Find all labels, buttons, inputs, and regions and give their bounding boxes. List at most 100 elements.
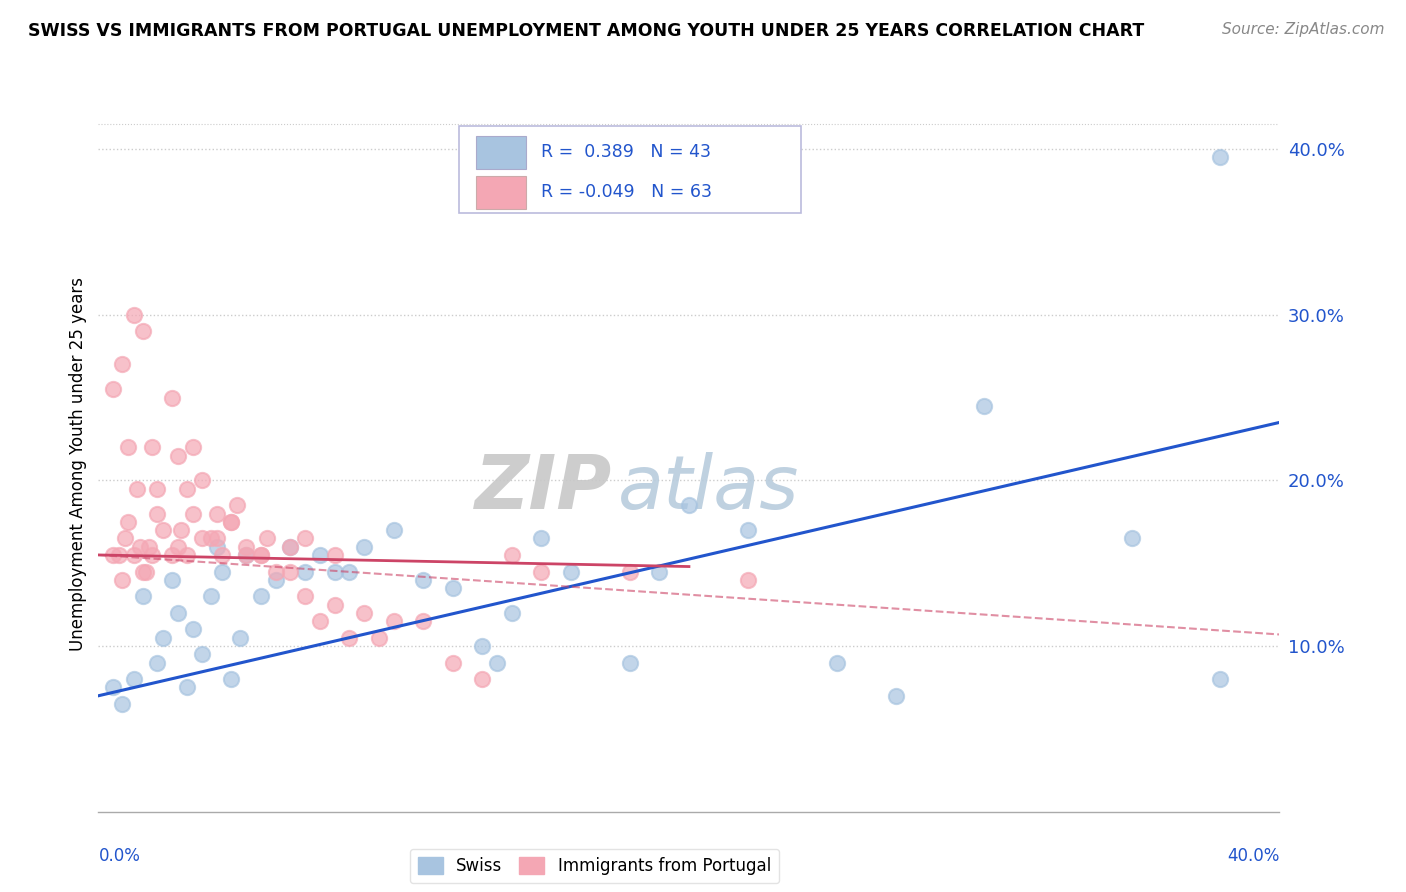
Point [678, 498, 700, 512]
Point [170, 523, 193, 537]
Point [1209, 672, 1232, 686]
Point [211, 565, 233, 579]
Point [219, 515, 242, 529]
Point [294, 590, 316, 604]
Point [648, 565, 671, 579]
Point [235, 548, 257, 562]
Text: atlas: atlas [619, 452, 800, 524]
Point [176, 681, 198, 695]
Point [278, 540, 302, 554]
Point [471, 672, 494, 686]
Text: SWISS VS IMMIGRANTS FROM PORTUGAL UNEMPLOYMENT AMONG YOUTH UNDER 25 YEARS CORREL: SWISS VS IMMIGRANTS FROM PORTUGAL UNEMPL… [28, 22, 1144, 40]
Point [323, 598, 346, 612]
Point [111, 573, 134, 587]
Point [235, 548, 257, 562]
Point [219, 515, 242, 529]
Point [138, 540, 160, 554]
Point [141, 548, 163, 562]
Point [501, 548, 523, 562]
Point [278, 565, 302, 579]
Point [103, 548, 125, 562]
Point [211, 548, 233, 562]
Point [152, 523, 174, 537]
Point [256, 532, 278, 546]
Point [162, 548, 183, 562]
Point [441, 581, 464, 595]
Point [191, 648, 214, 662]
Point [323, 565, 346, 579]
Point [235, 540, 257, 554]
Y-axis label: Unemployment Among Youth under 25 years: Unemployment Among Youth under 25 years [69, 277, 87, 651]
FancyBboxPatch shape [477, 176, 526, 209]
Point [108, 548, 131, 562]
Point [229, 631, 252, 645]
Text: ZIP: ZIP [475, 451, 612, 524]
FancyBboxPatch shape [458, 127, 801, 213]
Point [191, 474, 214, 488]
Point [146, 656, 169, 670]
Text: Source: ZipAtlas.com: Source: ZipAtlas.com [1222, 22, 1385, 37]
Point [103, 382, 125, 396]
Point [132, 590, 155, 604]
Point [412, 614, 434, 628]
Point [135, 565, 157, 579]
Point [167, 606, 190, 620]
Point [117, 515, 139, 529]
Point [323, 548, 346, 562]
Point [125, 482, 148, 496]
Point [122, 308, 145, 322]
Point [309, 614, 332, 628]
Point [737, 523, 759, 537]
Point [176, 482, 198, 496]
Point [176, 548, 198, 562]
Point [337, 631, 360, 645]
Point [264, 565, 287, 579]
Point [181, 623, 204, 637]
Point [167, 449, 190, 463]
Point [205, 532, 228, 546]
Point [1121, 532, 1143, 546]
Point [737, 573, 759, 587]
Point [619, 656, 641, 670]
Text: 40.0%: 40.0% [1227, 847, 1279, 865]
Point [162, 573, 183, 587]
Point [382, 523, 405, 537]
Point [825, 656, 848, 670]
Point [191, 532, 214, 546]
Point [200, 532, 222, 546]
Point [412, 573, 434, 587]
Point [162, 391, 183, 405]
Point [264, 573, 287, 587]
FancyBboxPatch shape [477, 136, 526, 169]
Point [152, 631, 174, 645]
Point [122, 672, 145, 686]
Point [294, 565, 316, 579]
Legend: Swiss, Immigrants from Portugal: Swiss, Immigrants from Portugal [409, 848, 779, 883]
Point [486, 656, 509, 670]
Point [353, 606, 375, 620]
Point [181, 440, 204, 454]
Point [884, 689, 907, 703]
Point [471, 639, 494, 653]
Point [103, 681, 125, 695]
Point [111, 358, 134, 372]
Point [111, 697, 134, 711]
Point [368, 631, 391, 645]
Point [141, 440, 163, 454]
Point [382, 614, 405, 628]
Point [122, 548, 145, 562]
Point [205, 507, 228, 521]
Point [181, 507, 204, 521]
Point [353, 540, 375, 554]
Point [530, 532, 553, 546]
Point [294, 532, 316, 546]
Point [560, 565, 582, 579]
Point [337, 565, 360, 579]
Text: R = -0.049   N = 63: R = -0.049 N = 63 [541, 183, 713, 202]
Point [128, 540, 150, 554]
Point [114, 532, 136, 546]
Point [250, 548, 273, 562]
Point [117, 440, 139, 454]
Point [530, 565, 553, 579]
Point [278, 540, 302, 554]
